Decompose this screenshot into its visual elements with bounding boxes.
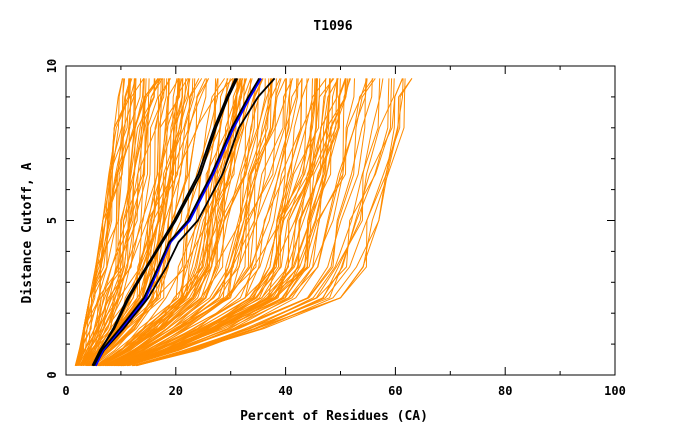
background-series-line xyxy=(112,78,303,367)
y-axis-label: Distance Cutoff, A xyxy=(20,162,35,303)
background-series-line xyxy=(91,78,207,367)
background-series-line xyxy=(85,78,183,367)
y-tick-label: 5 xyxy=(45,217,59,224)
background-series-line xyxy=(114,78,317,367)
background-series-line xyxy=(109,78,287,367)
highlight-series-black-line xyxy=(94,77,276,367)
background-series-line xyxy=(99,78,241,367)
y-tick-label: 10 xyxy=(45,59,59,73)
background-series-line xyxy=(74,78,123,366)
background-series-line xyxy=(118,78,316,367)
background-series-line xyxy=(114,78,303,367)
background-series-line xyxy=(76,78,135,366)
background-series-line xyxy=(84,78,164,366)
background-series-line xyxy=(106,78,273,367)
background-series-line xyxy=(112,78,298,367)
background-series-line xyxy=(82,78,159,366)
background-series-line xyxy=(132,78,381,367)
background-series-group xyxy=(74,78,413,367)
background-series-line xyxy=(132,78,393,367)
background-series-line xyxy=(106,78,277,367)
background-series-line xyxy=(136,78,404,367)
background-series-line xyxy=(123,78,351,367)
x-tick-label: 0 xyxy=(62,384,69,398)
background-series-line xyxy=(104,78,262,367)
x-tick-label: 80 xyxy=(498,384,512,398)
background-series-line xyxy=(110,78,299,367)
background-series-line xyxy=(99,78,236,367)
x-axis-label: Percent of Residues (CA) xyxy=(240,409,428,424)
background-series-line xyxy=(80,78,155,366)
background-series-line xyxy=(78,78,137,366)
background-series-line xyxy=(107,78,272,367)
x-tick-label: 20 xyxy=(169,384,183,398)
background-series-line xyxy=(97,78,234,367)
background-series-line xyxy=(88,78,190,367)
background-series-line xyxy=(75,78,126,366)
highlight-series-black-line xyxy=(93,77,260,367)
background-series-line xyxy=(95,78,226,367)
background-series-line xyxy=(90,78,187,367)
background-series-line xyxy=(122,78,346,367)
background-series-line xyxy=(124,78,355,367)
axis-ticks: 0 20 40 60 80 100 0 5 10 xyxy=(45,59,626,398)
chart-title: T1096 xyxy=(313,19,352,34)
background-series-line xyxy=(81,78,159,366)
background-series-line xyxy=(132,78,395,367)
background-series-line xyxy=(119,78,339,367)
background-series-line xyxy=(75,78,136,366)
y-tick-label: 0 xyxy=(45,371,59,378)
highlight-series-group xyxy=(91,77,276,367)
highlight-series-black-line xyxy=(92,78,237,367)
background-series-line xyxy=(80,78,150,366)
x-tick-label: 60 xyxy=(388,384,402,398)
x-tick-label: 40 xyxy=(278,384,292,398)
x-tick-label: 100 xyxy=(604,384,626,398)
background-series-line xyxy=(79,78,147,366)
background-series-line xyxy=(127,78,373,367)
background-series-line xyxy=(116,78,318,367)
